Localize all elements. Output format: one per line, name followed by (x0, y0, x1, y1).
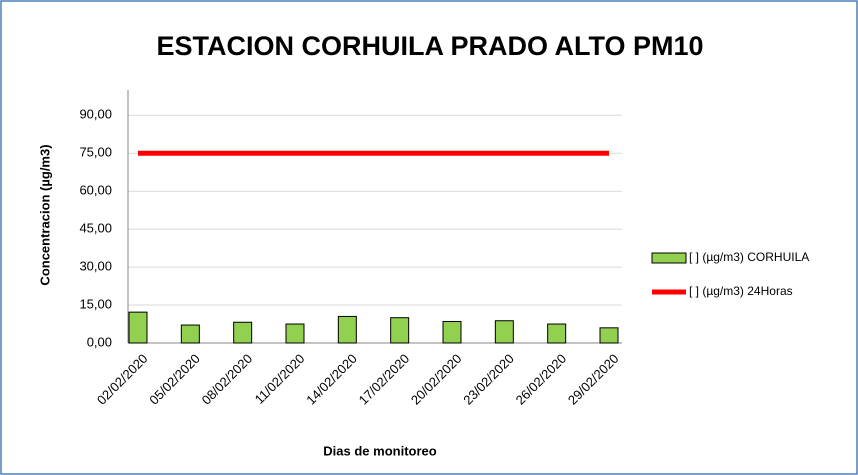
bar (337, 315, 357, 344)
legend-label: [ ] (µg/m3) 24Horas (689, 284, 793, 298)
bar (285, 323, 305, 344)
bar (599, 327, 619, 344)
bar (180, 324, 200, 344)
chart-title: ESTACION CORHUILA PRADO ALTO PM10 (156, 31, 703, 61)
bar (390, 317, 410, 344)
bar (442, 320, 462, 344)
bar (233, 321, 253, 344)
y-axis-label: Concentracion (µg/m3) (37, 144, 52, 285)
legend-swatch (651, 252, 687, 264)
y-tick-label: 90,00 (79, 107, 112, 122)
x-axis-label: Dias de monitoreo (323, 443, 436, 458)
y-tick-label: 45,00 (79, 221, 112, 236)
y-tick-label: 30,00 (79, 259, 112, 274)
y-tick-label: 0,00 (87, 334, 112, 349)
y-tick-label: 15,00 (79, 296, 112, 311)
bar (128, 311, 148, 344)
y-tick-label: 75,00 (79, 145, 112, 160)
y-tick-label: 60,00 (79, 183, 112, 198)
bar (547, 323, 567, 344)
bar (494, 320, 514, 344)
legend-label: [ ] (µg/m3) CORHUILA (689, 250, 809, 264)
